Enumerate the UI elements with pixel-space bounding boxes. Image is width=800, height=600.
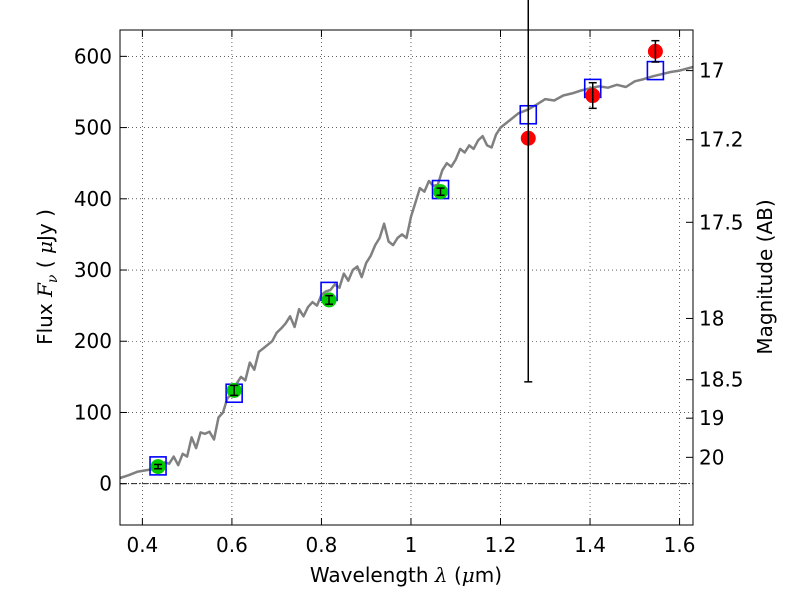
right-y-axis-label: Magnitude (AB) [753,199,777,354]
x-tick-label: 0.4 [126,533,158,557]
y-axis-label: Flux Fν ( μJy ) [33,209,61,345]
right-tick-label: 20 [699,445,724,469]
data-markers [150,0,663,475]
y-tick-label: 100 [74,400,112,424]
y-tick-label: 300 [74,258,112,282]
x-tick-label: 1 [405,533,418,557]
right-tick-label: 18 [699,306,724,330]
x-tick-label: 1.2 [485,533,517,557]
right-tick-label: 17.2 [699,128,744,152]
grid-lines [120,30,693,525]
x-tick-label: 0.6 [216,533,248,557]
right-tick-label: 17 [699,59,724,83]
y-tick-label: 500 [74,116,112,140]
y-tick-label: 200 [74,329,112,353]
right-tick-label: 19 [699,406,724,430]
x-tick-label: 1.6 [664,533,696,557]
model-photometry-square [149,456,167,476]
model-spectrum-line [119,65,694,480]
right-tick-label: 17.5 [699,210,744,234]
plot-background [120,30,693,525]
x-tick-label: 0.8 [306,533,338,557]
x-tick-label: 1.4 [574,533,606,557]
y-tick-label: 600 [74,44,112,68]
y-tick-label: 0 [99,472,112,496]
axis-ticks: 0.4 0.6 0.8 1 1.2 1.4 1.6 0 100 200 300 400 500 600 17… [74,30,744,557]
y-tick-label: 400 [74,187,112,211]
right-tick-label: 18.5 [699,368,744,392]
plot-frame [119,29,694,526]
x-axis-label: Wavelength λ (μm) [310,563,502,587]
